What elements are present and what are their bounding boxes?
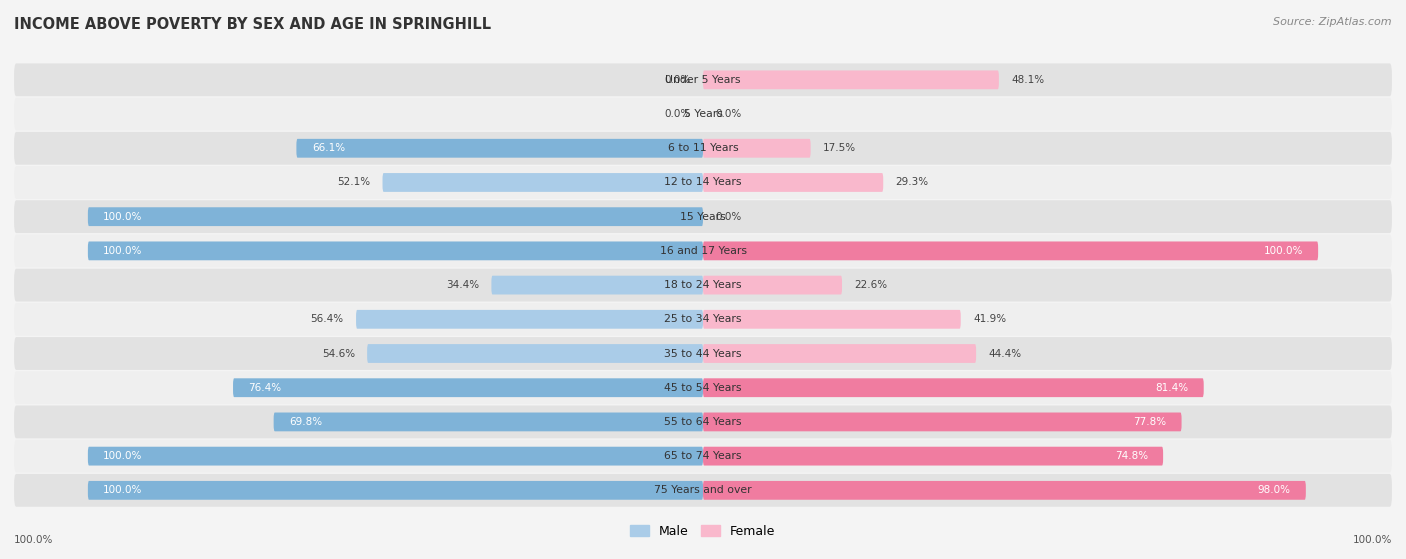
FancyBboxPatch shape [14, 337, 1392, 370]
Text: 52.1%: 52.1% [337, 177, 370, 187]
Text: 0.0%: 0.0% [716, 109, 741, 119]
FancyBboxPatch shape [87, 207, 703, 226]
Text: 6 to 11 Years: 6 to 11 Years [668, 143, 738, 153]
Text: 100.0%: 100.0% [103, 451, 142, 461]
Text: 98.0%: 98.0% [1257, 485, 1291, 495]
Legend: Male, Female: Male, Female [630, 525, 776, 538]
Text: 17.5%: 17.5% [823, 143, 856, 153]
FancyBboxPatch shape [14, 132, 1392, 165]
FancyBboxPatch shape [703, 378, 1204, 397]
Text: 0.0%: 0.0% [665, 75, 690, 85]
Text: 75 Years and over: 75 Years and over [654, 485, 752, 495]
FancyBboxPatch shape [492, 276, 703, 295]
FancyBboxPatch shape [297, 139, 703, 158]
Text: 18 to 24 Years: 18 to 24 Years [664, 280, 742, 290]
FancyBboxPatch shape [14, 303, 1392, 336]
Text: 55 to 64 Years: 55 to 64 Years [664, 417, 742, 427]
FancyBboxPatch shape [87, 447, 703, 466]
FancyBboxPatch shape [233, 378, 703, 397]
FancyBboxPatch shape [274, 413, 703, 432]
FancyBboxPatch shape [703, 413, 1181, 432]
Text: 45 to 54 Years: 45 to 54 Years [664, 383, 742, 393]
FancyBboxPatch shape [14, 98, 1392, 130]
Text: 48.1%: 48.1% [1011, 75, 1045, 85]
Text: INCOME ABOVE POVERTY BY SEX AND AGE IN SPRINGHILL: INCOME ABOVE POVERTY BY SEX AND AGE IN S… [14, 17, 491, 32]
FancyBboxPatch shape [14, 200, 1392, 233]
Text: 35 to 44 Years: 35 to 44 Years [664, 348, 742, 358]
Text: 81.4%: 81.4% [1156, 383, 1188, 393]
Text: 77.8%: 77.8% [1133, 417, 1166, 427]
FancyBboxPatch shape [703, 481, 1306, 500]
Text: 5 Years: 5 Years [683, 109, 723, 119]
FancyBboxPatch shape [14, 405, 1392, 438]
FancyBboxPatch shape [703, 447, 1163, 466]
Text: 41.9%: 41.9% [973, 314, 1007, 324]
Text: 100.0%: 100.0% [103, 485, 142, 495]
Text: Source: ZipAtlas.com: Source: ZipAtlas.com [1274, 17, 1392, 27]
Text: 22.6%: 22.6% [855, 280, 887, 290]
Text: 25 to 34 Years: 25 to 34 Years [664, 314, 742, 324]
Text: 100.0%: 100.0% [1353, 535, 1392, 545]
Text: 100.0%: 100.0% [103, 246, 142, 256]
FancyBboxPatch shape [367, 344, 703, 363]
Text: 29.3%: 29.3% [896, 177, 928, 187]
Text: 54.6%: 54.6% [322, 348, 354, 358]
FancyBboxPatch shape [14, 269, 1392, 301]
Text: 69.8%: 69.8% [290, 417, 322, 427]
Text: 0.0%: 0.0% [665, 109, 690, 119]
FancyBboxPatch shape [703, 173, 883, 192]
Text: 65 to 74 Years: 65 to 74 Years [664, 451, 742, 461]
FancyBboxPatch shape [14, 166, 1392, 199]
FancyBboxPatch shape [356, 310, 703, 329]
Text: Under 5 Years: Under 5 Years [665, 75, 741, 85]
FancyBboxPatch shape [703, 139, 811, 158]
Text: 74.8%: 74.8% [1115, 451, 1147, 461]
FancyBboxPatch shape [703, 70, 998, 89]
FancyBboxPatch shape [87, 241, 703, 260]
FancyBboxPatch shape [703, 276, 842, 295]
FancyBboxPatch shape [14, 234, 1392, 267]
FancyBboxPatch shape [87, 481, 703, 500]
Text: 76.4%: 76.4% [249, 383, 281, 393]
FancyBboxPatch shape [14, 371, 1392, 404]
FancyBboxPatch shape [382, 173, 703, 192]
Text: 0.0%: 0.0% [716, 212, 741, 222]
Text: 34.4%: 34.4% [446, 280, 479, 290]
FancyBboxPatch shape [703, 241, 1319, 260]
Text: 16 and 17 Years: 16 and 17 Years [659, 246, 747, 256]
Text: 100.0%: 100.0% [103, 212, 142, 222]
Text: 12 to 14 Years: 12 to 14 Years [664, 177, 742, 187]
FancyBboxPatch shape [703, 310, 960, 329]
Text: 100.0%: 100.0% [14, 535, 53, 545]
FancyBboxPatch shape [14, 474, 1392, 507]
Text: 100.0%: 100.0% [1264, 246, 1303, 256]
Text: 66.1%: 66.1% [312, 143, 344, 153]
FancyBboxPatch shape [14, 440, 1392, 472]
Text: 56.4%: 56.4% [311, 314, 343, 324]
FancyBboxPatch shape [703, 344, 976, 363]
Text: 44.4%: 44.4% [988, 348, 1022, 358]
FancyBboxPatch shape [14, 63, 1392, 96]
Text: 15 Years: 15 Years [681, 212, 725, 222]
